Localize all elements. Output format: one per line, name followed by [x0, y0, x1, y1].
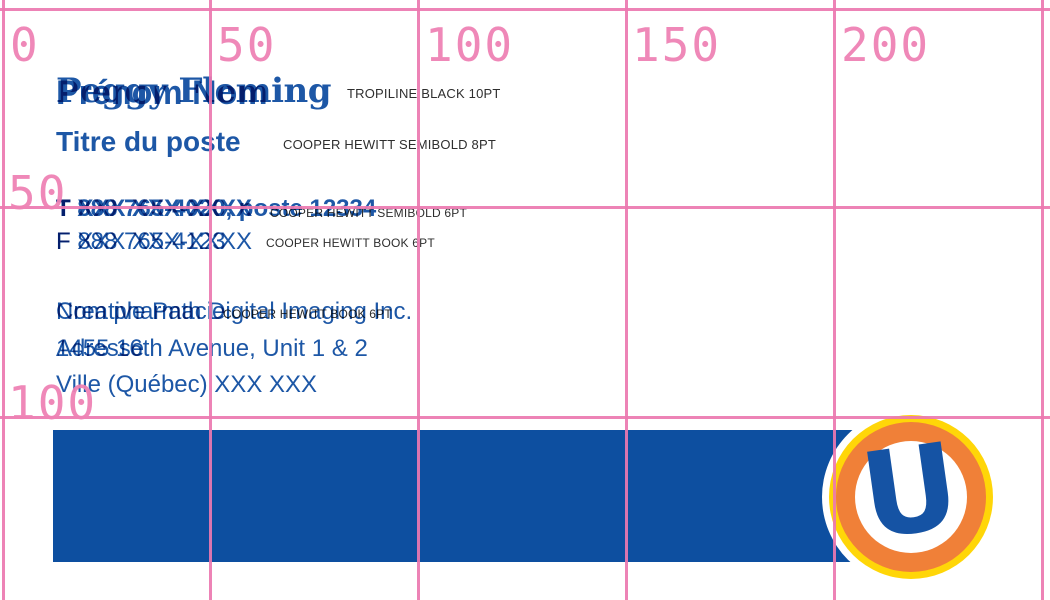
fax-example-text: F 888 765-4123	[56, 228, 226, 255]
fax-placeholder-text: F XXX XXX-XXXX	[56, 228, 253, 255]
uniprix-logo: U	[822, 408, 1000, 586]
company-example-text: Creative Path Digital Imaging Inc.	[56, 298, 413, 325]
grid-line-v-50	[209, 0, 212, 600]
grid-line-v-200	[833, 0, 836, 600]
street-placeholder-text: Adresse	[56, 335, 145, 362]
grid-line-v-250	[1041, 0, 1044, 600]
ruler-label-top-100: 100	[425, 18, 515, 72]
city-line-text: Ville (Québec) XXX XXX	[56, 371, 318, 398]
brand-bar	[53, 430, 862, 562]
font-spec-title: COOPER HEWITT SEMIBOLD 8PT	[283, 137, 496, 152]
font-spec-name: TROPILINE BLACK 10PT	[347, 86, 501, 101]
ruler-label-top-50: 50	[217, 18, 277, 72]
ruler-label-left-100: 100	[8, 376, 98, 430]
logo-inner-disc: U	[853, 416, 967, 566]
font-spec-address: COOPER HEWITT BOOK 6PT	[223, 307, 392, 321]
logo-orange-ring: U	[836, 416, 986, 572]
logo-u-letter: U	[853, 416, 968, 567]
name-placeholder-text: Prénom Nom	[56, 74, 268, 112]
grid-line-v-150	[625, 0, 628, 600]
grid-line-v-100	[417, 0, 420, 600]
ruler-label-top-150: 150	[632, 18, 722, 72]
font-spec-fax: COOPER HEWITT BOOK 6PT	[266, 236, 435, 250]
company-placeholder-text: Nom pharmacie	[56, 298, 226, 325]
grid-line-v-0	[2, 0, 5, 600]
ruler-label-left-50: 50	[8, 166, 68, 220]
grid-line-h-0	[0, 8, 1050, 11]
grid-line-h-100	[0, 416, 1050, 419]
name-example-text: Peggy Fleming	[56, 71, 332, 111]
ruler-label-top-0: 0	[10, 18, 40, 72]
logo-yellow-ring: U	[829, 415, 993, 579]
job-title-text: Titre du poste	[56, 126, 241, 157]
grid-line-h-50	[0, 206, 1050, 209]
ruler-label-top-200: 200	[841, 18, 931, 72]
